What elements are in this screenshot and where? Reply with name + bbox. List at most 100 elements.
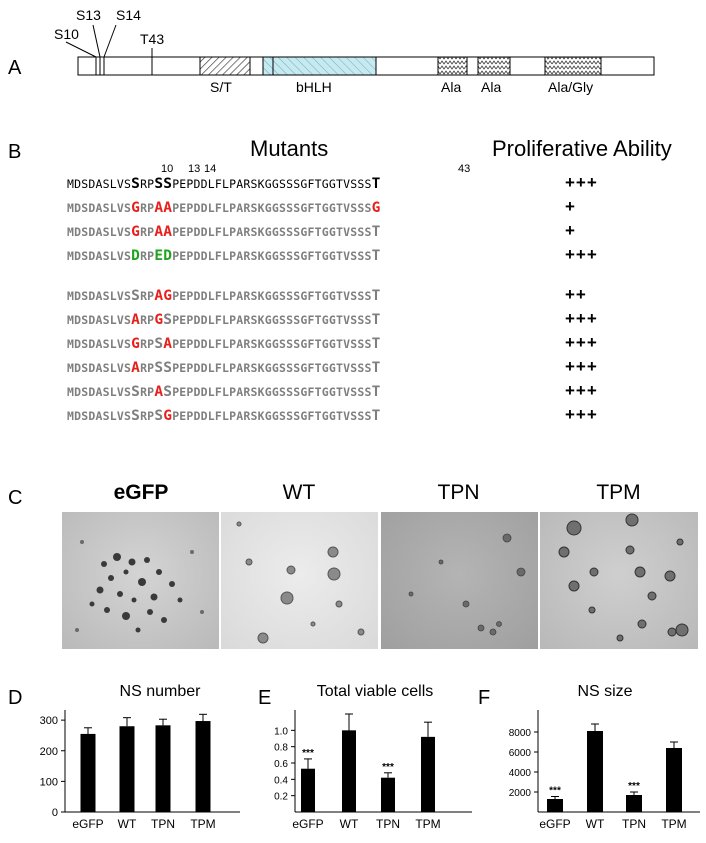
proliferative-ability-score: +++ — [565, 333, 598, 352]
sequence-segment: RP — [140, 249, 155, 263]
sequence-segment: RP — [140, 385, 155, 399]
sequence-segment: RP — [140, 225, 155, 239]
residue: S — [131, 288, 141, 304]
residue: G — [154, 312, 164, 328]
residue: G — [131, 336, 141, 352]
residue: A — [154, 224, 164, 240]
residue: S — [131, 384, 141, 400]
micrograph-tpm — [540, 512, 698, 649]
chart-total-viable-cells: 0.2 0.4 0.6 0.8 1.0 *** eGFP WT *** TPN TPM — [274, 710, 472, 831]
y-tick-label: 6000 — [509, 748, 532, 759]
sequence-segment: RP — [140, 201, 155, 215]
residue: T — [371, 408, 381, 424]
residue: A — [154, 200, 164, 216]
proliferative-ability-score: + — [565, 197, 576, 216]
sequence-segment: RP — [140, 313, 155, 327]
domain-ala-1 — [437, 56, 468, 76]
mutant-sequence-row: MDSDASLVSSRPAGPEPDDLFLPARSKGGSSSGFTGGTVS… — [67, 288, 381, 304]
significance-label: *** — [549, 786, 561, 797]
residue: A — [163, 336, 173, 352]
proliferative-ability-score: + — [565, 221, 576, 240]
residue: A — [154, 384, 164, 400]
x-tick-label: TPN — [622, 817, 646, 831]
site-label-s13: S13 — [76, 7, 101, 23]
mutant-sequence-row: MDSDASLVSDRPEDPEPDDLFLPARSKGGSSSGFTGGTVS… — [67, 248, 381, 264]
sequence-segment: MDSDASLVS — [67, 201, 132, 215]
residue: G — [163, 408, 173, 424]
proliferative-ability-header: Proliferative Ability — [492, 136, 672, 161]
sequence-segment: PEPDDLFLPARSKGGSSSGFTGGTVSSS — [172, 289, 372, 303]
x-tick-label: TPM — [661, 817, 686, 831]
y-tick-label: 0.6 — [274, 759, 288, 770]
domain-label-ala-2: Ala — [481, 79, 502, 95]
significance-label: *** — [628, 781, 640, 792]
micrograph-wt — [221, 512, 378, 649]
sequence-segment: PEPDDLFLPARSKGGSSSGFTGGTVSSS — [172, 225, 372, 239]
y-tick-label: 2000 — [509, 788, 532, 799]
bar-wt — [342, 730, 356, 812]
mutant-sequence-row: MDSDASLVSGRPAAPEPDDLFLPARSKGGSSSGFTGGTVS… — [67, 200, 381, 216]
proliferative-ability-score: +++ — [565, 357, 598, 376]
residue: G — [131, 200, 141, 216]
x-tick-label: TPM — [415, 817, 440, 831]
position-14: 14 — [204, 163, 217, 175]
site-label-s10: S10 — [54, 26, 79, 42]
position-10: 10 — [161, 163, 174, 175]
position-13: 13 — [188, 163, 201, 175]
y-tick-label: 300 — [40, 715, 58, 727]
chart-title-ns-number: NS number — [119, 683, 201, 700]
bar-tpn — [381, 777, 395, 812]
residue: D — [163, 248, 173, 264]
bar-tpm — [666, 748, 682, 812]
bar-tpm — [421, 736, 435, 812]
residue: T — [371, 336, 381, 352]
residue: S — [154, 408, 164, 424]
panel-e-letter: E — [258, 687, 272, 709]
residue: A — [131, 312, 141, 328]
proliferative-ability-score: +++ — [565, 309, 598, 328]
bar-tpm — [195, 721, 211, 812]
residue: S — [154, 336, 164, 352]
chart-title-total-viable-cells: Total viable cells — [316, 683, 434, 700]
residue: T — [371, 384, 381, 400]
sequence-segment: PEPDDLFLPARSKGGSSSGFTGGTVSSS — [172, 313, 372, 327]
image-title-wt: WT — [282, 481, 316, 504]
residue: A — [154, 288, 164, 304]
sequence-segment: PEPDDLFLPARSKGGSSSGFTGGTVSSS — [172, 409, 372, 423]
y-tick-label: 0.8 — [274, 743, 288, 754]
sequence-segment: RP — [140, 337, 155, 351]
significance-label: *** — [302, 748, 314, 759]
y-tick-label: 1.0 — [274, 726, 288, 737]
sequence-segment: MDSDASLVS — [67, 409, 132, 423]
x-tick-label: eGFP — [539, 817, 570, 831]
y-tick-label: 100 — [40, 776, 58, 788]
mutant-sequence-row: MDSDASLVSGRPAAPEPDDLFLPARSKGGSSSGFTGGTVS… — [67, 224, 381, 240]
mutant-sequence-row: MDSDASLVSGRPSAPEPDDLFLPARSKGGSSSGFTGGTVS… — [67, 336, 381, 352]
x-tick-label: WT — [118, 817, 137, 831]
proliferative-ability-score: +++ — [565, 405, 598, 424]
chart-ns-number: 0 100 200 300 eGFP WT TPN TPM — [40, 710, 240, 831]
bar-egfp — [80, 733, 96, 812]
panel-b-letter: B — [8, 141, 22, 163]
x-tick-label: eGFP — [292, 817, 323, 831]
y-tick-label: 0 — [52, 807, 58, 819]
position-43: 43 — [458, 163, 471, 175]
y-tick-label: 0.4 — [274, 775, 288, 786]
domain-label-st: S/T — [210, 79, 232, 95]
sequence-segment: MDSDASLVS — [67, 385, 132, 399]
residue: S — [163, 312, 173, 328]
domain-label-ala-1: Ala — [441, 79, 462, 95]
sequence-segment: MDSDASLVS — [67, 177, 132, 191]
x-tick-label: TPN — [151, 817, 175, 831]
bar-egfp — [547, 799, 563, 812]
residue: T — [371, 176, 381, 192]
panel-c-letter: C — [8, 487, 23, 509]
residue: A — [163, 200, 173, 216]
x-tick-label: WT — [586, 817, 605, 831]
mutants-header: Mutants — [250, 136, 329, 161]
x-tick-label: WT — [340, 817, 359, 831]
proliferative-ability-score: +++ — [565, 173, 598, 192]
protein-domain-diagram — [65, 24, 655, 76]
residue: S — [154, 176, 164, 192]
residue: T — [371, 312, 381, 328]
